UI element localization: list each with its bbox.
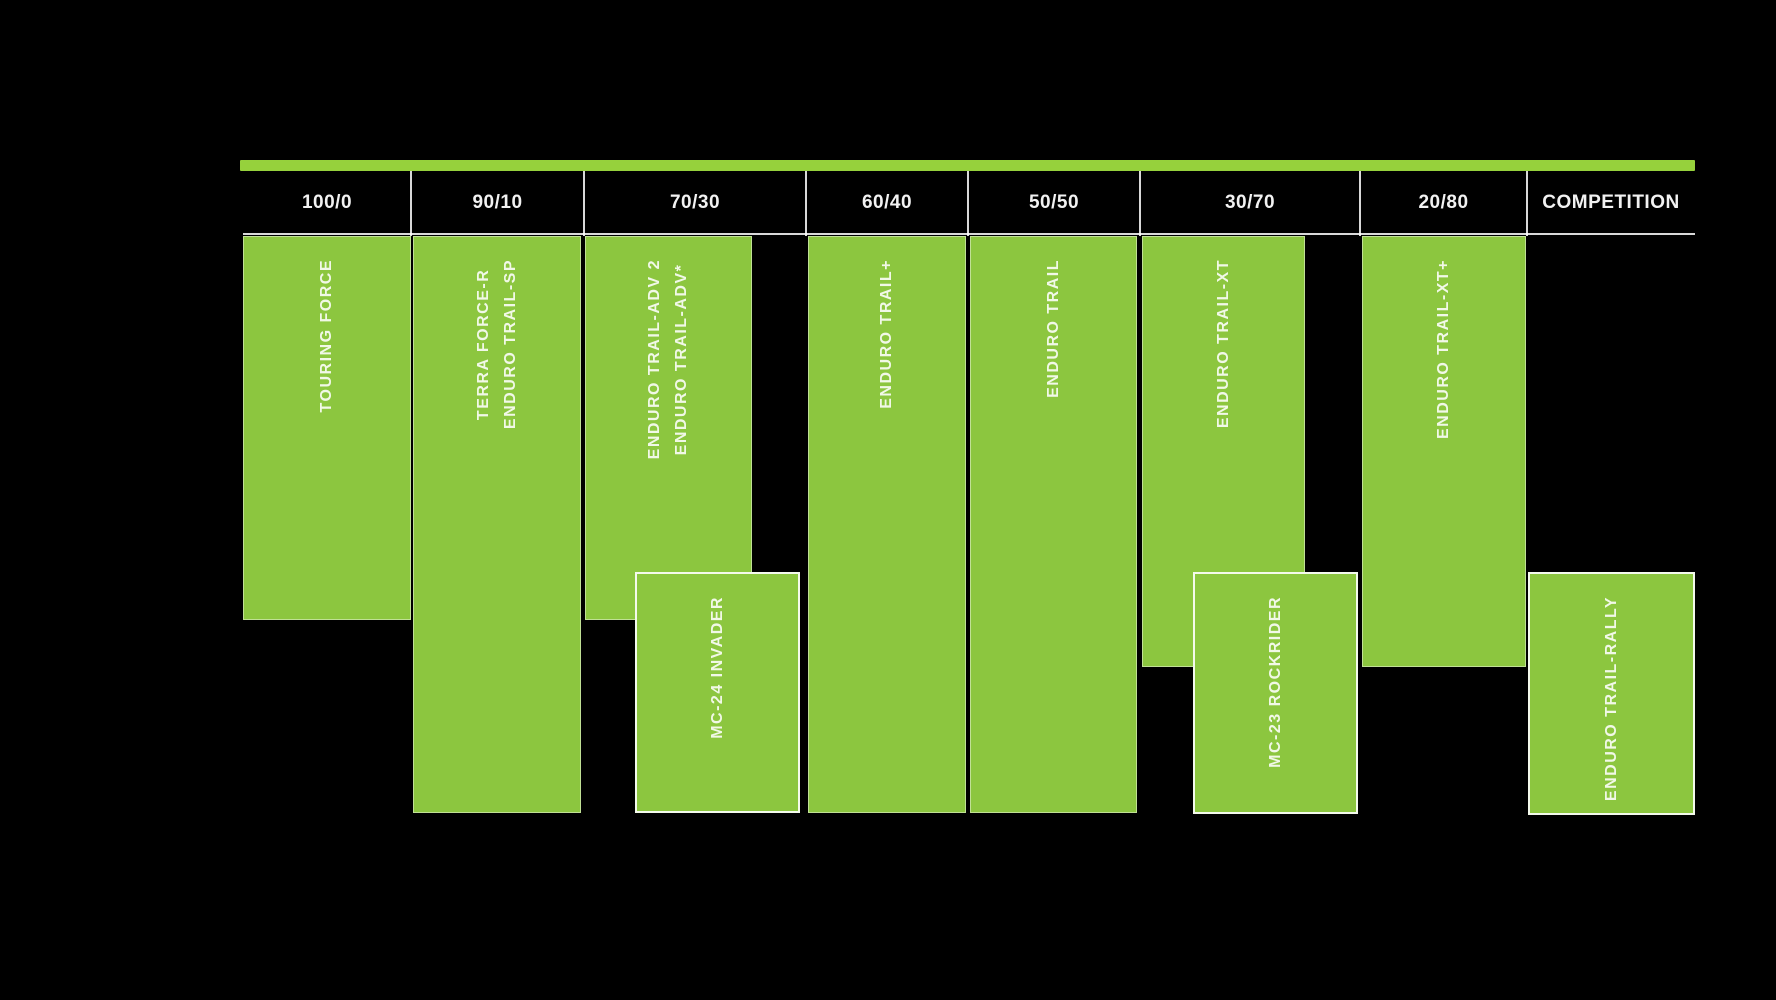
- product-bar-mc-24-invader: MC-24 INVADER: [635, 572, 800, 813]
- column-header-20-80: 20/80: [1418, 191, 1469, 213]
- header-divider: [1139, 171, 1141, 236]
- product-bar-enduro-trail: ENDURO TRAIL: [970, 236, 1137, 813]
- column-header-50-50: 50/50: [1028, 191, 1080, 213]
- product-bar-label: ENDURO TRAIL-XT: [1214, 259, 1232, 429]
- product-bar-label: MC-24 INVADER: [708, 596, 726, 739]
- product-bar-label: TOURING FORCE: [318, 259, 336, 413]
- header-divider: [967, 171, 969, 236]
- product-bar-label: ENDURO TRAIL-XT+: [1435, 259, 1453, 439]
- column-header-competition: COMPETITION: [1542, 191, 1680, 213]
- column-header-30-70: 30/70: [1224, 191, 1276, 213]
- product-bar-enduro-trail-plus: ENDURO TRAIL+: [808, 236, 966, 813]
- product-bar-label: ENDURO TRAIL: [1044, 259, 1062, 398]
- product-bar-label: ENDURO TRAIL+: [878, 259, 896, 409]
- header-divider: [1359, 171, 1361, 236]
- column-header-70-30: 70/30: [669, 191, 721, 213]
- product-bar-enduro-trail-adv: ENDURO TRAIL-ADV 2 ENDURO TRAIL-ADV*: [585, 236, 752, 620]
- product-bar-mc-23-rockrider: MC-23 ROCKRIDER: [1193, 572, 1358, 814]
- product-bar-label: MC-23 ROCKRIDER: [1266, 596, 1284, 768]
- product-bar-terra-force-r: TERRA FORCE-R ENDURO TRAIL-SP: [413, 236, 581, 813]
- top-accent-line: [240, 160, 1695, 171]
- product-bar-touring-force: TOURING FORCE: [243, 236, 411, 620]
- product-bar-label: TERRA FORCE-R ENDURO TRAIL-SP: [474, 259, 519, 430]
- header-baseline: [243, 233, 1695, 235]
- product-bar-enduro-trail-rally: ENDURO TRAIL-RALLY: [1528, 572, 1695, 815]
- product-bar-label: ENDURO TRAIL-ADV 2 ENDURO TRAIL-ADV*: [646, 259, 691, 460]
- header-divider: [410, 171, 412, 236]
- column-header-60-40: 60/40: [861, 191, 913, 213]
- column-header-100-0: 100/0: [301, 191, 353, 213]
- header-divider: [583, 171, 585, 236]
- column-header-90-10: 90/10: [472, 191, 523, 213]
- header-divider: [1526, 171, 1528, 236]
- product-bar-enduro-trail-xt-plus: ENDURO TRAIL-XT+: [1362, 236, 1526, 667]
- header-divider: [805, 171, 807, 236]
- product-bar-label: ENDURO TRAIL-RALLY: [1602, 596, 1620, 802]
